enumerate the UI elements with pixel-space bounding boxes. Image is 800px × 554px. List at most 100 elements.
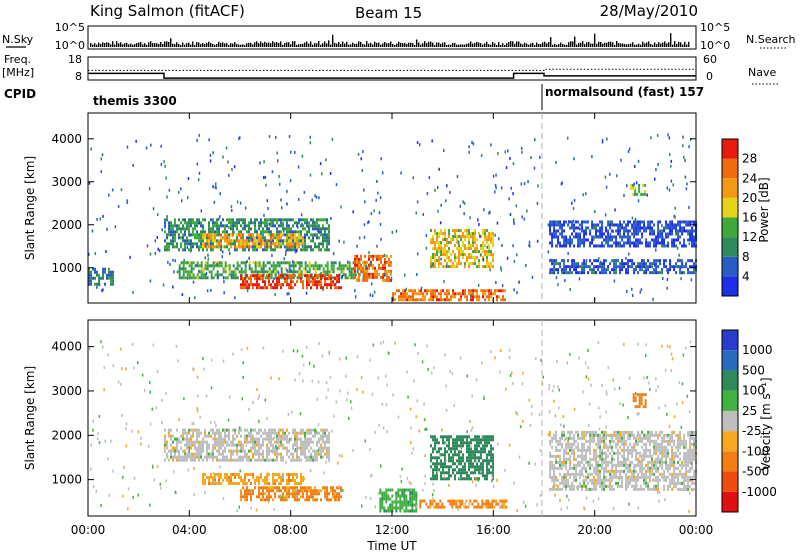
range-cell bbox=[436, 465, 438, 469]
nsky-bar bbox=[228, 44, 230, 47]
range-cell bbox=[657, 163, 659, 167]
range-cell bbox=[679, 226, 682, 230]
range-cell bbox=[440, 462, 442, 466]
range-cell bbox=[369, 262, 371, 266]
range-cell bbox=[561, 475, 564, 479]
range-cell bbox=[182, 236, 184, 240]
range-cell bbox=[244, 264, 247, 268]
range-cell bbox=[430, 229, 432, 233]
range-cell bbox=[230, 239, 232, 243]
range-cell bbox=[226, 428, 228, 432]
range-cell bbox=[274, 478, 276, 482]
nsky-bar bbox=[296, 44, 298, 47]
range-cell bbox=[238, 270, 241, 274]
range-cell bbox=[484, 292, 486, 296]
range-cell bbox=[258, 443, 260, 447]
range-cell bbox=[683, 156, 685, 160]
range-cell bbox=[405, 488, 408, 492]
range-cell bbox=[607, 238, 610, 242]
range-cell bbox=[450, 238, 452, 242]
range-cell bbox=[382, 263, 384, 267]
range-cell bbox=[409, 494, 412, 498]
nsky-bar bbox=[462, 44, 464, 47]
range-cell bbox=[222, 230, 224, 234]
range-cell bbox=[677, 258, 680, 262]
range-cell bbox=[250, 446, 252, 450]
range-cell bbox=[266, 224, 268, 228]
range-cell bbox=[108, 273, 110, 277]
nsky-panel-frame bbox=[87, 25, 697, 50]
range-cell bbox=[394, 298, 396, 302]
range-cell bbox=[238, 428, 240, 432]
range-cell bbox=[318, 236, 320, 240]
range-cell bbox=[316, 492, 318, 496]
nsky-bar bbox=[528, 44, 530, 47]
range-cell bbox=[398, 298, 400, 302]
range-cell bbox=[513, 259, 516, 263]
range-cell bbox=[451, 502, 454, 506]
range-cell bbox=[679, 229, 682, 233]
range-cell bbox=[250, 220, 252, 224]
range-cell bbox=[559, 442, 562, 446]
range-cell bbox=[434, 188, 436, 192]
range-cell bbox=[101, 153, 104, 157]
range-cell bbox=[442, 465, 444, 469]
range-cell bbox=[445, 264, 448, 268]
range-cell bbox=[322, 239, 324, 243]
range-cell bbox=[250, 472, 252, 476]
range-cell bbox=[561, 271, 564, 275]
range-cell bbox=[628, 147, 631, 151]
range-cell bbox=[619, 229, 622, 233]
range-cell bbox=[302, 431, 304, 435]
range-cell bbox=[224, 276, 227, 280]
range-cell bbox=[152, 207, 155, 211]
range-cell bbox=[591, 155, 593, 159]
range-cell bbox=[200, 267, 203, 271]
range-cell bbox=[216, 458, 218, 462]
nsky-bar bbox=[686, 44, 688, 47]
range-cell bbox=[260, 452, 262, 456]
range-cell bbox=[290, 286, 292, 290]
range-cell bbox=[336, 267, 339, 271]
range-cell bbox=[174, 446, 176, 450]
range-cell bbox=[250, 495, 252, 499]
range-cell bbox=[549, 229, 552, 233]
range-cell bbox=[474, 241, 476, 245]
range-cell bbox=[274, 233, 276, 237]
range-cell bbox=[354, 289, 356, 293]
range-cell bbox=[268, 270, 271, 274]
range-cell bbox=[164, 458, 166, 462]
range-cell bbox=[318, 248, 320, 252]
nsky-bar bbox=[522, 44, 524, 47]
range-cell bbox=[551, 460, 554, 464]
range-cell bbox=[298, 245, 300, 249]
range-cell bbox=[308, 283, 310, 287]
range-cell bbox=[478, 262, 480, 266]
range-cell bbox=[464, 477, 466, 481]
range-cell bbox=[569, 457, 572, 461]
range-cell bbox=[639, 262, 642, 266]
range-cell bbox=[609, 262, 612, 266]
range-cell bbox=[360, 157, 362, 161]
range-cell bbox=[549, 454, 552, 458]
range-cell bbox=[691, 238, 694, 242]
nsky-bar bbox=[604, 42, 606, 47]
range-cell bbox=[649, 226, 652, 230]
range-cell bbox=[248, 233, 250, 237]
range-cell bbox=[276, 455, 278, 459]
range-cell bbox=[366, 269, 368, 273]
range-cell bbox=[322, 236, 324, 240]
range-cell bbox=[385, 488, 388, 492]
range-cell bbox=[567, 265, 570, 269]
range-cell bbox=[244, 492, 246, 496]
range-cell bbox=[240, 224, 242, 228]
range-cell bbox=[198, 458, 200, 462]
range-cell bbox=[180, 276, 183, 280]
range-cell bbox=[176, 449, 178, 453]
range-cell bbox=[296, 225, 299, 229]
range-cell bbox=[226, 218, 228, 222]
y-tick-label: 1000 bbox=[51, 261, 82, 275]
range-cell bbox=[231, 167, 233, 171]
range-cell bbox=[486, 438, 488, 442]
range-cell bbox=[571, 271, 574, 275]
